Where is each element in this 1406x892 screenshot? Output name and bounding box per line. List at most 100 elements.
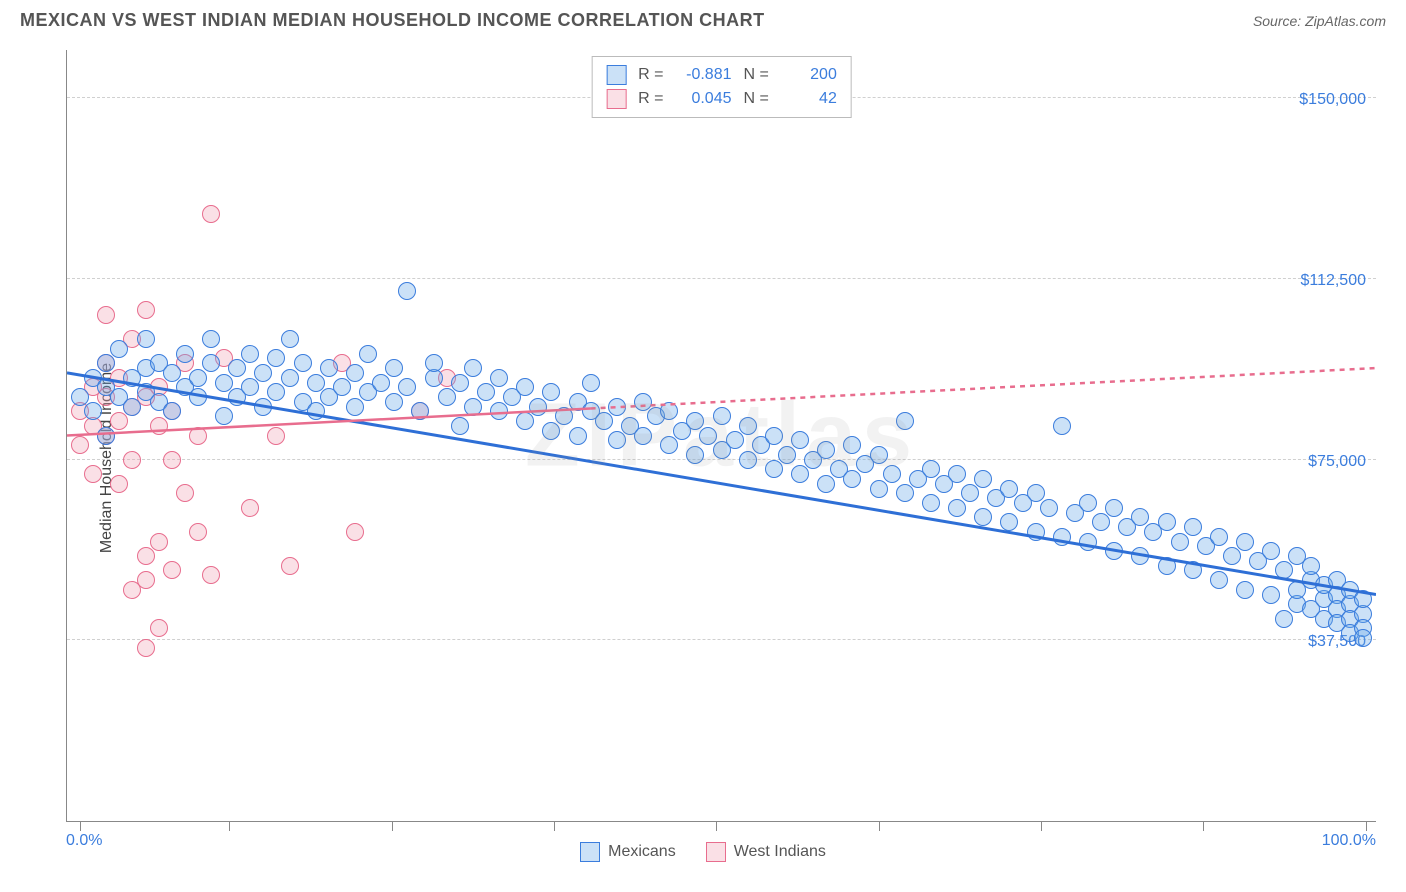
data-point — [176, 345, 194, 363]
data-point — [1000, 480, 1018, 498]
series-name: Mexicans — [608, 843, 676, 861]
data-point — [1053, 417, 1071, 435]
data-point — [1302, 557, 1320, 575]
data-point — [267, 383, 285, 401]
x-tick — [716, 821, 717, 831]
data-point — [542, 422, 560, 440]
data-point — [346, 523, 364, 541]
x-tick — [1203, 821, 1204, 831]
data-point — [1275, 610, 1293, 628]
data-point — [634, 393, 652, 411]
data-point — [516, 412, 534, 430]
data-point — [490, 402, 508, 420]
r-label: R = — [638, 66, 663, 84]
x-tick — [80, 821, 81, 831]
data-point — [346, 398, 364, 416]
data-point — [660, 402, 678, 420]
data-point — [1131, 547, 1149, 565]
data-point — [529, 398, 547, 416]
y-tick-label: $75,000 — [1308, 453, 1366, 471]
data-point — [1105, 499, 1123, 517]
data-point — [1354, 590, 1372, 608]
n-label: N = — [744, 90, 769, 108]
data-point — [1158, 513, 1176, 531]
data-point — [1053, 528, 1071, 546]
data-point — [307, 374, 325, 392]
data-point — [739, 417, 757, 435]
x-tick — [229, 821, 230, 831]
data-point — [385, 393, 403, 411]
data-point — [372, 374, 390, 392]
data-point — [490, 369, 508, 387]
swatch-icon — [606, 65, 626, 85]
data-point — [660, 436, 678, 454]
data-point — [163, 402, 181, 420]
data-point — [1171, 533, 1189, 551]
data-point — [686, 412, 704, 430]
data-point — [870, 480, 888, 498]
data-point — [817, 441, 835, 459]
data-point — [948, 465, 966, 483]
data-point — [346, 364, 364, 382]
data-point — [686, 446, 704, 464]
data-point — [843, 436, 861, 454]
data-point — [333, 378, 351, 396]
data-point — [961, 484, 979, 502]
data-point — [137, 547, 155, 565]
data-point — [778, 446, 796, 464]
data-point — [1184, 561, 1202, 579]
data-point — [817, 475, 835, 493]
data-point — [398, 378, 416, 396]
data-point — [1275, 561, 1293, 579]
data-point — [71, 436, 89, 454]
data-point — [97, 354, 115, 372]
data-point — [150, 619, 168, 637]
data-point — [791, 465, 809, 483]
data-point — [1079, 494, 1097, 512]
data-point — [608, 431, 626, 449]
trendlines-layer — [67, 50, 1376, 821]
data-point — [870, 446, 888, 464]
data-point — [451, 417, 469, 435]
data-point — [974, 508, 992, 526]
data-point — [241, 499, 259, 517]
data-point — [110, 412, 128, 430]
data-point — [307, 402, 325, 420]
data-point — [896, 484, 914, 502]
data-point — [464, 398, 482, 416]
x-tick — [879, 821, 880, 831]
data-point — [1223, 547, 1241, 565]
series-legend: Mexicans West Indians — [20, 842, 1386, 862]
data-point — [110, 475, 128, 493]
data-point — [281, 557, 299, 575]
y-tick-label: $112,500 — [1300, 272, 1366, 290]
data-point — [1158, 557, 1176, 575]
data-point — [176, 484, 194, 502]
data-point — [425, 354, 443, 372]
r-label: R = — [638, 90, 663, 108]
data-point — [189, 369, 207, 387]
data-point — [1236, 533, 1254, 551]
data-point — [294, 354, 312, 372]
data-point — [163, 451, 181, 469]
data-point — [137, 639, 155, 657]
data-point — [1027, 484, 1045, 502]
x-tick — [554, 821, 555, 831]
data-point — [267, 427, 285, 445]
data-point — [84, 465, 102, 483]
data-point — [254, 398, 272, 416]
data-point — [516, 378, 534, 396]
data-point — [765, 460, 783, 478]
data-point — [202, 205, 220, 223]
data-point — [438, 388, 456, 406]
data-point — [739, 451, 757, 469]
series-name: West Indians — [734, 843, 826, 861]
data-point — [320, 359, 338, 377]
data-point — [281, 369, 299, 387]
data-point — [1040, 499, 1058, 517]
y-tick-label: $150,000 — [1299, 91, 1366, 109]
r-value: 0.045 — [676, 90, 732, 108]
data-point — [123, 451, 141, 469]
data-point — [608, 398, 626, 416]
data-point — [713, 407, 731, 425]
